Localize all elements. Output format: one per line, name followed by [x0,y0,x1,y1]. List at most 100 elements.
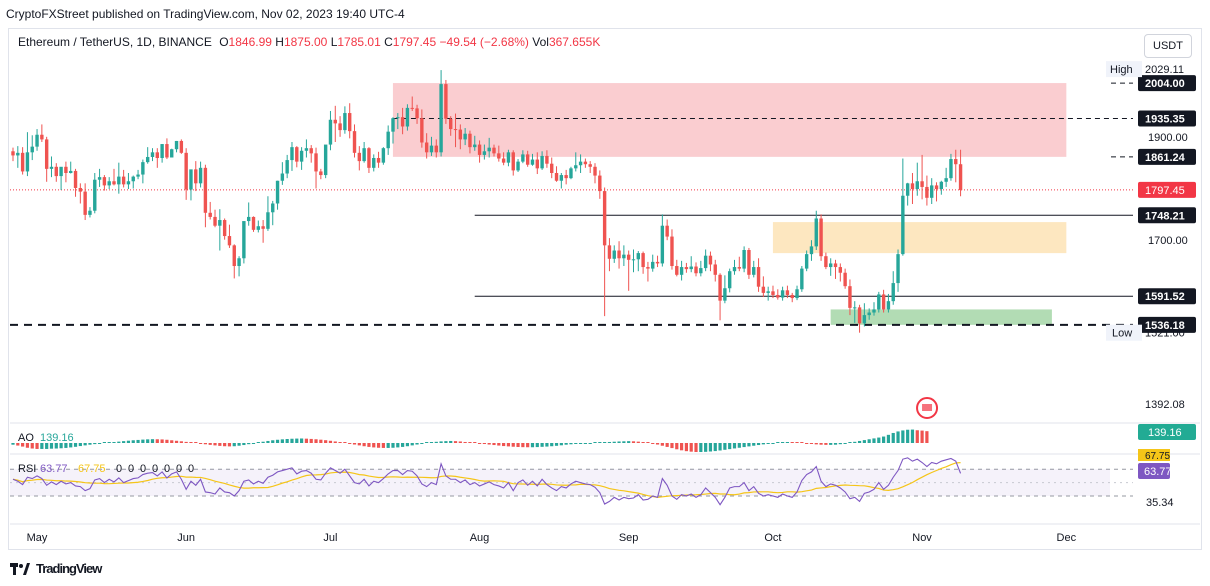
candle-body [97,177,102,180]
candle-body [285,160,289,174]
ao-bar [174,440,179,443]
ao-bar [300,438,304,443]
level-1748-tag [1138,207,1196,224]
candle-body [227,236,232,246]
candle-body [280,173,285,181]
ao-bar [242,443,246,446]
ao-bar [819,443,823,445]
candle-body [453,129,458,131]
level-1748-tag-text: 1748.21 [1145,210,1185,222]
candle-body [910,183,915,190]
candle-body [468,133,472,148]
ao-bar [165,439,169,443]
ao-bar [458,441,462,443]
candle-body [742,249,746,269]
chart-frame [8,28,1202,550]
candle-body [535,159,539,169]
ao-bar [218,443,222,446]
ao-bar [49,443,54,449]
ao-bar [449,440,453,443]
candle-body [155,152,159,159]
candle-body [150,152,155,157]
ao-bar [569,443,573,445]
candle-body [708,255,713,265]
ao-bar [439,441,443,443]
candle-body [160,144,164,159]
candle-body [790,294,794,299]
candle-body [222,220,227,237]
candle-body [458,129,463,140]
candle-body [208,212,212,217]
candle-body [598,175,602,192]
ao-bar [146,439,150,443]
candle-body [747,249,751,275]
candle-body [126,181,131,185]
candle-body [415,108,419,119]
x-tick-sep: Sep [619,532,639,544]
ao-bar [814,443,818,445]
candle-body [482,151,487,155]
candle-body [554,172,559,181]
ao-bar [141,439,145,443]
candle-body [636,253,640,260]
ao-bar [737,443,741,448]
last-price-tag [1138,181,1196,198]
ao-bar [410,443,414,446]
ao-bar [511,443,515,447]
candle-body [723,288,727,301]
ao-bar [376,443,381,448]
candle-body [545,155,549,164]
candle-body [352,131,357,153]
ao-bar [251,443,256,444]
level-1935-tag [1138,110,1196,127]
ao-bar [122,441,126,443]
rsi-tag [1138,463,1170,479]
open-label: O [219,35,229,49]
candle-body [829,263,833,268]
ao-bar [160,439,164,443]
candle-body [896,254,900,284]
candle-body [530,159,535,165]
candle-body [246,216,251,222]
candle-body [198,167,203,184]
currency-button[interactable]: USDT [1144,34,1192,58]
ao-bar [11,443,15,445]
ao-tag [1138,424,1196,440]
symbol-title[interactable]: Ethereum / TetherUS, 1D, BINANCE [18,35,212,49]
tradingview-logo-icon [10,562,30,575]
candle-body [925,186,929,198]
ao-bar [155,439,159,443]
ao-bar [30,443,34,449]
ao-bar [607,441,612,443]
ao-bar [723,443,727,450]
candle-body [569,168,573,179]
ao-bar [271,440,275,443]
ao-bar [184,441,188,443]
ao-bar [732,443,737,449]
ao-bar [612,441,616,443]
ao-bar [40,443,44,449]
ao-bar [477,443,482,444]
candle-body [915,181,919,190]
ao-bar [468,442,472,443]
candle-body [833,263,838,268]
ao-bar [429,442,434,443]
ao-bar [280,439,284,443]
ao-bar [309,438,313,443]
candle-body [771,291,775,295]
ao-bar [487,443,491,445]
ao-bar [386,443,390,448]
ao-bar [256,442,260,443]
ao-bar [766,443,770,444]
candle-body [309,148,313,154]
tradingview-brand[interactable]: TradingView [36,561,102,576]
ao-bar [290,438,294,443]
ao-bar [45,443,49,449]
x-tick-jun: Jun [177,532,195,544]
candle-body [853,307,857,309]
level-1935-tag-text: 1935.35 [1145,114,1185,126]
ao-bar [516,443,520,447]
level-2004-tag-text: 2004.00 [1145,78,1185,90]
ao-bar [564,443,568,445]
